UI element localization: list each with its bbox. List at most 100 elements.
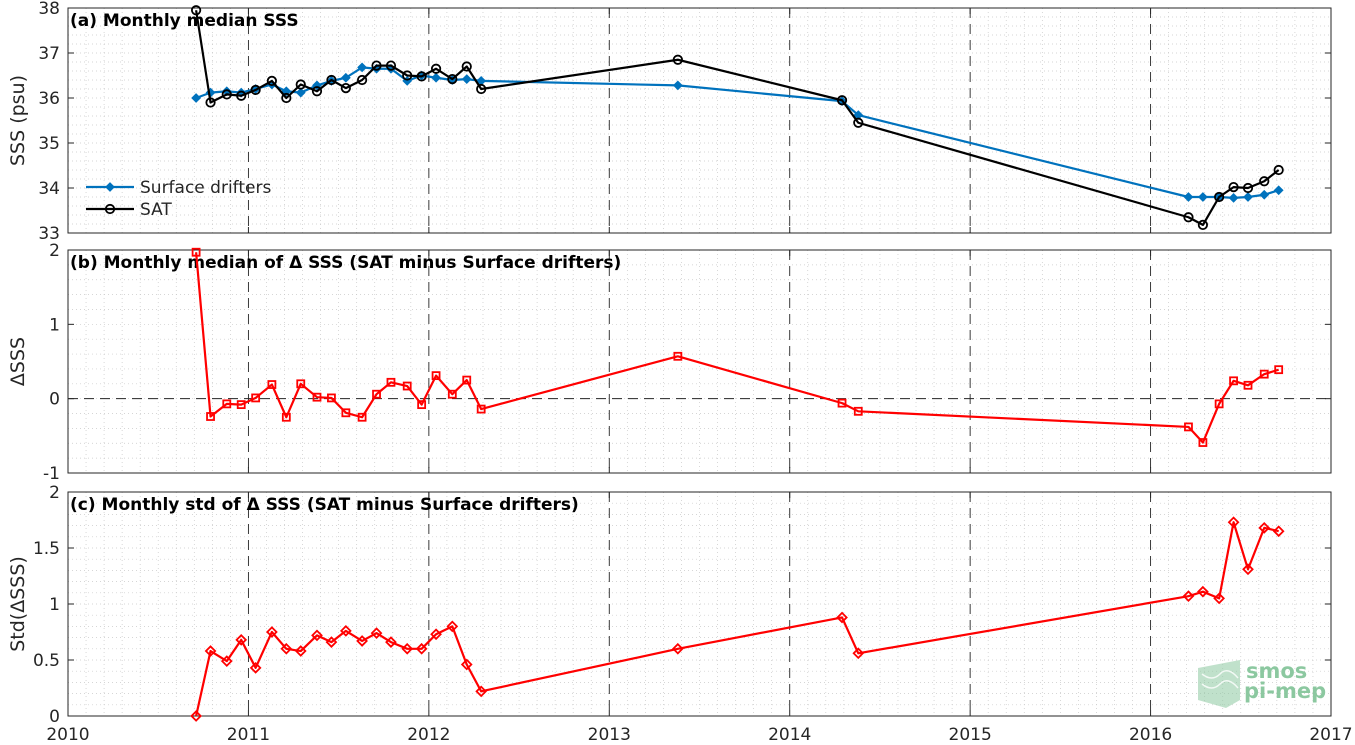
data-point [356, 635, 368, 647]
data-point [1183, 212, 1194, 223]
data-point [853, 406, 863, 416]
data-point [402, 70, 413, 81]
data-point [206, 412, 215, 421]
data-point [415, 642, 428, 655]
data-point [460, 658, 473, 671]
data-point [671, 642, 684, 655]
data-point [220, 655, 233, 667]
data-point [1259, 176, 1270, 187]
y-axis-label: Std(ΔSSS) [7, 556, 29, 652]
panel-title: (b) Monthly median of Δ SSS (SAT minus S… [70, 253, 621, 273]
data-point [295, 87, 306, 98]
data-point [340, 83, 351, 94]
data-point [1259, 189, 1270, 200]
axes-box [67, 7, 1332, 234]
y-tick-label: 33 [38, 224, 60, 244]
data-point [447, 389, 457, 399]
y-tick-label: 0 [49, 390, 60, 410]
logo-wave [1201, 670, 1239, 679]
y-tick-label: 37 [38, 44, 60, 64]
series-sat [191, 5, 1284, 230]
data-point [251, 393, 261, 403]
data-point [386, 377, 396, 387]
data-point [1183, 192, 1194, 202]
data-point [371, 60, 382, 71]
data-point [340, 72, 351, 83]
data-point [1258, 521, 1271, 534]
data-point [1197, 219, 1208, 230]
y-tick-label: -1 [43, 464, 60, 484]
data-point [105, 182, 115, 192]
legend-label: SAT [140, 200, 172, 220]
data-point [1242, 182, 1254, 194]
data-point [431, 72, 441, 83]
y-tick-label: 0 [49, 707, 60, 727]
y-tick-label: 38 [38, 0, 60, 19]
data-point [447, 74, 458, 85]
data-point [1228, 182, 1239, 193]
data-point [1228, 192, 1239, 203]
data-point [190, 710, 202, 722]
panel-c: 0 0.5 1 1.5 2 2010 2011 2012 2013 2014 2015 2016 201… [7, 483, 1353, 745]
data-point [191, 93, 202, 103]
data-point [836, 95, 848, 106]
data-point [357, 62, 368, 73]
data-point [672, 54, 683, 65]
y-tick-label: 34 [38, 179, 60, 199]
data-point [836, 611, 848, 624]
y-axis-label: SSS (psu) [7, 75, 29, 166]
data-point [311, 629, 323, 642]
y-tick-label: 1 [49, 595, 60, 615]
data-point [341, 408, 351, 418]
axes-box [67, 249, 1332, 474]
y-tick-label: 2 [49, 241, 60, 261]
data-point [357, 412, 367, 422]
data-point [1273, 164, 1284, 176]
data-point [416, 71, 427, 82]
x-tick-label: 2017 [1309, 725, 1352, 745]
data-point [852, 647, 865, 660]
major-grid [247, 250, 1152, 473]
data-point [267, 380, 277, 389]
x-tick-label: 2016 [1129, 725, 1172, 745]
data-point [431, 371, 441, 381]
x-tick-label: 2014 [768, 725, 811, 745]
data-point [327, 393, 336, 403]
data-point [1259, 369, 1269, 379]
data-point [1197, 192, 1208, 202]
series-line [195, 10, 1280, 226]
data-point [280, 642, 293, 655]
x-tick-label: 2010 [46, 725, 89, 745]
x-tick-label: 2015 [949, 725, 992, 745]
data-point [1242, 563, 1254, 576]
data-point [837, 398, 847, 408]
data-point [1227, 516, 1240, 529]
y-tick-label: 36 [38, 89, 60, 109]
data-point [673, 351, 683, 361]
data-point [312, 392, 322, 402]
data-point [296, 379, 306, 389]
data-point [1272, 525, 1285, 538]
data-point [475, 685, 488, 698]
data-point [191, 247, 201, 257]
data-point [462, 375, 472, 385]
data-point [221, 89, 232, 100]
data-point [1229, 376, 1238, 386]
y-tick-label: 2 [49, 483, 60, 503]
data-point [325, 636, 338, 648]
data-point [476, 404, 486, 414]
data-point [402, 381, 412, 391]
panel-title: (c) Monthly std of Δ SSS (SAT minus Surf… [70, 495, 579, 515]
data-point [372, 389, 381, 399]
data-point [326, 74, 337, 86]
legend-label: Surface drifters [140, 178, 271, 198]
data-point [236, 90, 247, 101]
data-point [205, 97, 216, 108]
y-tick-label: 1.5 [33, 539, 60, 559]
data-point [446, 620, 459, 633]
x-tick-label: 2011 [227, 725, 270, 745]
data-point [250, 84, 261, 96]
data-point [853, 117, 864, 128]
